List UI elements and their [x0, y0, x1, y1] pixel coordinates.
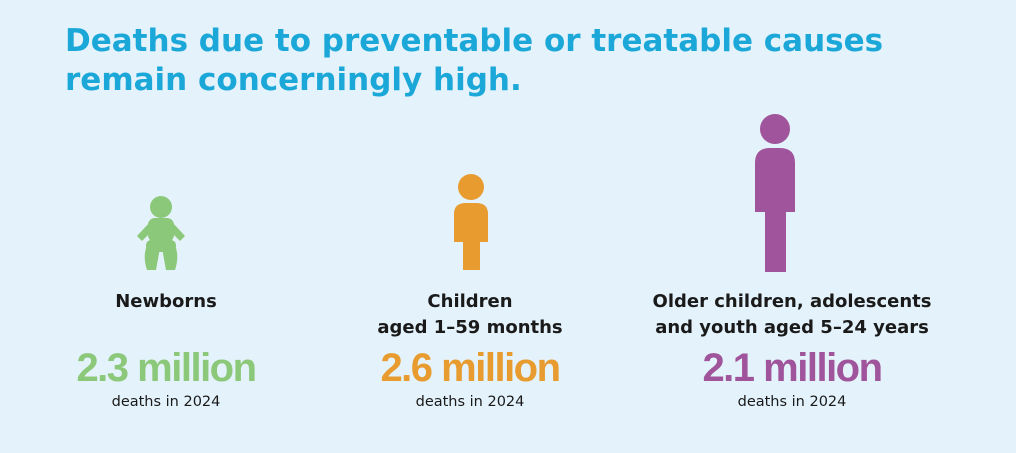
- youth-icon: [755, 114, 795, 272]
- group-note: deaths in 2024: [738, 394, 847, 410]
- baby-icon: [137, 196, 185, 270]
- group-value: 2.3 million: [76, 346, 255, 390]
- title: remain concerningly high.: [65, 62, 522, 98]
- group-label: Older children, adolescents: [653, 291, 932, 312]
- child-icon: [454, 174, 488, 270]
- group-label: aged 1–59 months: [377, 317, 562, 338]
- group-value: 2.6 million: [380, 346, 559, 390]
- title: Deaths due to preventable or treatable c…: [65, 23, 883, 59]
- group-label: Children: [427, 291, 512, 312]
- group-label: and youth aged 5–24 years: [655, 317, 929, 338]
- group-label: Newborns: [115, 291, 217, 312]
- group-note: deaths in 2024: [416, 394, 525, 410]
- group-note: deaths in 2024: [112, 394, 221, 410]
- group-value: 2.1 million: [702, 346, 881, 390]
